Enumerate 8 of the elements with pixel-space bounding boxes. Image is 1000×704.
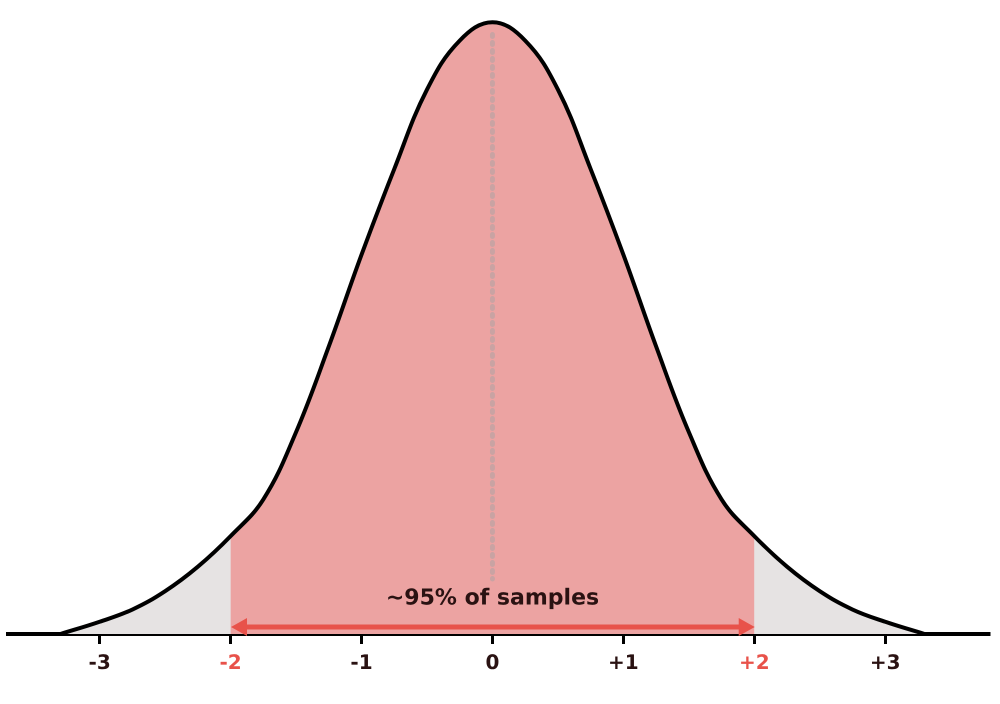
x-tick-label: +2 bbox=[738, 650, 770, 674]
annotation: ~95% of samples bbox=[386, 586, 600, 611]
x-tick-label: +1 bbox=[608, 650, 639, 674]
x-tick-label: -3 bbox=[88, 650, 111, 674]
x-tick-label: -2 bbox=[219, 650, 242, 674]
x-tick-label: -1 bbox=[350, 650, 373, 674]
x-tick-label: +3 bbox=[870, 650, 901, 674]
x-tick-label: 0 bbox=[485, 650, 500, 674]
